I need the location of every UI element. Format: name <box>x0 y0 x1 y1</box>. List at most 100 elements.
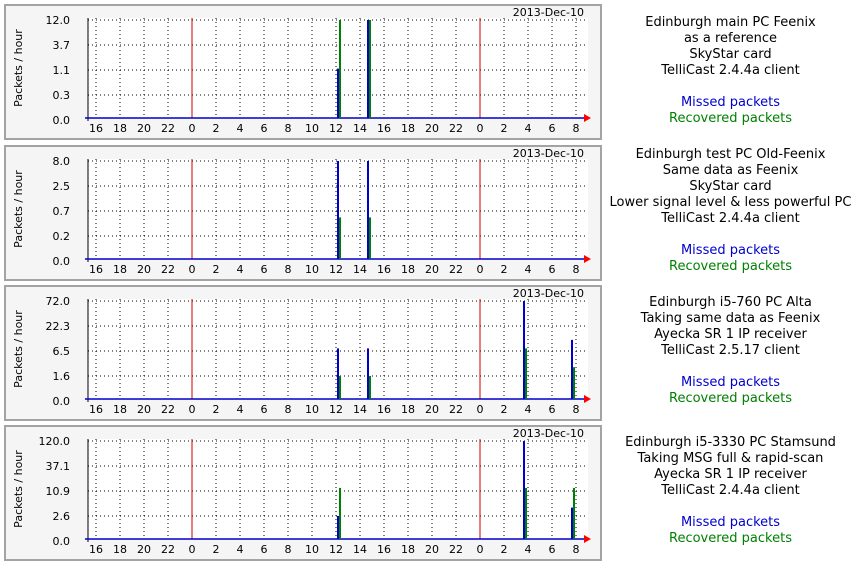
x-tick-label: 2 <box>501 122 508 135</box>
x-tick-label: 2 <box>213 122 220 135</box>
x-axis-arrow <box>584 255 591 263</box>
x-tick-label: 12 <box>329 543 343 556</box>
missed-packets-legend: Missed packets <box>680 375 781 390</box>
description-line: Edinburgh main PC Feenix <box>645 15 816 30</box>
x-tick-label: 10 <box>305 263 319 276</box>
chart-panel-4: 2013-Dec-10 Packets / hour 120.0 37.1 10.9 2.… <box>4 425 602 561</box>
x-tick-label: 0 <box>477 403 484 416</box>
date-label: 2013-Dec-10 <box>513 287 584 300</box>
x-tick-label: 18 <box>113 543 127 556</box>
x-tick-label: 20 <box>137 403 151 416</box>
y-tick-label: 1.6 <box>53 370 71 383</box>
x-tick-label: 22 <box>449 122 463 135</box>
x-tick-label: 2 <box>213 263 220 276</box>
recovered-packets-legend: Recovered packets <box>669 259 792 274</box>
y-tick-label: 0.0 <box>53 395 71 408</box>
x-tick-label: 6 <box>261 263 268 276</box>
x-axis-arrow <box>584 395 591 403</box>
x-tick-label: 2 <box>213 403 220 416</box>
x-tick-label: 0 <box>189 543 196 556</box>
recovered-packets-legend: Recovered packets <box>669 531 792 546</box>
description-line: as a reference <box>683 31 778 46</box>
x-tick-label: 0 <box>477 263 484 276</box>
description-line: Edinburgh i5-760 PC Alta <box>649 295 812 310</box>
description-3: Edinburgh i5-760 PC Alta Taking same dat… <box>603 295 858 407</box>
recovered-packets-legend: Recovered packets <box>669 111 792 126</box>
x-tick-label: 10 <box>305 122 319 135</box>
x-tick-label: 20 <box>425 543 439 556</box>
x-tick-label: 18 <box>401 543 415 556</box>
y-tick-label: 6.5 <box>53 345 71 358</box>
x-tick-label: 0 <box>189 263 196 276</box>
description-line: Edinburgh i5-3330 PC Stamsund <box>625 435 836 450</box>
description-line: Taking MSG full & rapid-scan <box>637 451 824 466</box>
y-axis-label: Packets / hour <box>12 450 25 528</box>
x-tick-label: 22 <box>449 543 463 556</box>
description-line: Ayecka SR 1 IP receiver <box>654 467 807 482</box>
y-tick-label: 2.6 <box>53 510 71 523</box>
chart-panel-2: 2013-Dec-10 Packets / hour 8.0 2.5 0.7 0.2 0.0… <box>4 145 602 281</box>
x-tick-label: 18 <box>401 263 415 276</box>
x-tick-label: 16 <box>377 122 391 135</box>
x-tick-label: 18 <box>113 122 127 135</box>
y-tick-label: 37.1 <box>46 460 71 473</box>
x-tick-label: 14 <box>353 263 367 276</box>
y-tick-label: 10.9 <box>46 485 71 498</box>
x-tick-label: 8 <box>285 403 292 416</box>
x-tick-label: 16 <box>89 263 103 276</box>
y-tick-label: 0.3 <box>53 89 71 102</box>
x-tick-label: 20 <box>137 122 151 135</box>
x-tick-label: 22 <box>161 543 175 556</box>
y-tick-label: 3.7 <box>53 39 71 52</box>
x-tick-label: 12 <box>329 263 343 276</box>
x-axis-arrow <box>584 535 591 543</box>
x-tick-label: 0 <box>189 122 196 135</box>
description-2: Edinburgh test PC Old-Feenix Same data a… <box>603 147 858 275</box>
missed-packets-legend: Missed packets <box>680 515 781 530</box>
x-tick-label: 14 <box>353 403 367 416</box>
x-tick-label: 12 <box>329 122 343 135</box>
description-line: TelliCast 2.4.4a client <box>661 483 800 498</box>
chart-panel-3: 2013-Dec-10 Packets / hour 72.0 22.3 6.5 1.6 0… <box>4 285 602 421</box>
x-axis-arrow <box>584 114 591 122</box>
x-tick-label: 16 <box>89 122 103 135</box>
description-line: Edinburgh test PC Old-Feenix <box>635 147 826 162</box>
x-tick-label: 4 <box>237 122 244 135</box>
x-tick-label: 22 <box>161 403 175 416</box>
x-tick-label: 0 <box>189 403 196 416</box>
y-tick-label: 120.0 <box>39 435 71 448</box>
y-tick-label: 72.0 <box>46 295 71 308</box>
x-tick-label: 8 <box>573 263 580 276</box>
x-tick-label: 18 <box>113 263 127 276</box>
chart-svg: 2013-Dec-10 Packets / hour 72.0 22.3 6.5 1.6 0… <box>12 287 591 416</box>
y-tick-label: 2.5 <box>53 180 71 193</box>
date-label: 2013-Dec-10 <box>513 147 584 160</box>
x-tick-label: 20 <box>137 543 151 556</box>
description-line: TelliCast 2.4.4a client <box>661 211 800 226</box>
x-tick-label: 20 <box>425 263 439 276</box>
chart-svg: 2013-Dec-10 Packets / hour 8.0 2.5 0.7 0.2 0.0… <box>12 147 591 276</box>
y-tick-label: 0.0 <box>53 114 71 127</box>
y-tick-label: 0.0 <box>53 535 71 548</box>
x-tick-label: 6 <box>261 543 268 556</box>
description-line: TelliCast 2.5.17 client <box>661 343 800 358</box>
x-tick-label: 4 <box>237 403 244 416</box>
x-tick-label: 22 <box>449 403 463 416</box>
x-tick-label: 10 <box>305 403 319 416</box>
x-tick-label: 2 <box>501 403 508 416</box>
x-tick-label: 16 <box>377 403 391 416</box>
x-tick-label: 4 <box>237 263 244 276</box>
x-tick-label: 0 <box>477 543 484 556</box>
x-tick-label: 4 <box>525 403 532 416</box>
x-tick-label: 20 <box>137 263 151 276</box>
x-tick-label: 0 <box>477 122 484 135</box>
x-tick-label: 8 <box>285 543 292 556</box>
x-tick-label: 18 <box>401 403 415 416</box>
y-tick-label: 0.0 <box>53 255 71 268</box>
x-tick-label: 16 <box>89 543 103 556</box>
x-tick-label: 6 <box>261 403 268 416</box>
missed-packets-legend: Missed packets <box>680 243 781 258</box>
x-tick-label: 22 <box>161 263 175 276</box>
y-tick-label: 0.7 <box>53 205 71 218</box>
x-tick-label: 8 <box>285 122 292 135</box>
